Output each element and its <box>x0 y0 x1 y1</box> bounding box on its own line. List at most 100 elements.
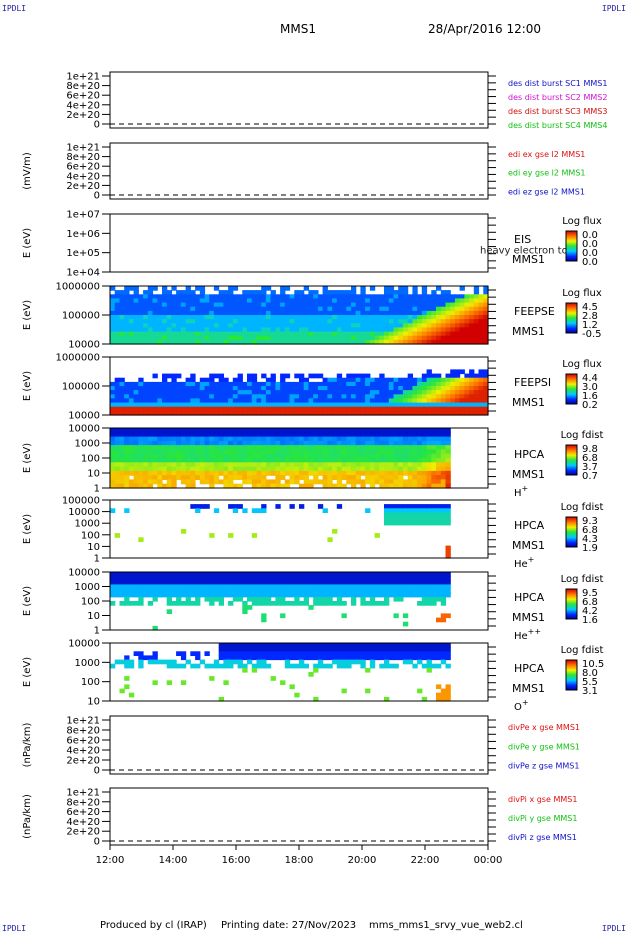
spectrogram-cell <box>265 410 272 416</box>
spectrogram-cell <box>275 479 281 485</box>
spectrogram-cell <box>232 339 239 345</box>
spectrogram-cell <box>374 327 380 333</box>
spectrogram-cell <box>124 386 130 391</box>
spectrogram-cell <box>270 580 276 585</box>
spectrogram-cell <box>336 294 343 299</box>
spectrogram-cell <box>284 643 291 648</box>
colorbar-title: Log fdist <box>561 645 604 656</box>
spectrogram-cell <box>398 453 404 459</box>
spectrogram-cell <box>275 576 281 581</box>
spectrogram-cell <box>237 319 243 324</box>
spectrogram-cell <box>346 475 352 480</box>
spectrogram-cell <box>204 588 210 594</box>
spectrogram-cell <box>303 428 309 433</box>
spectrogram-cell <box>402 290 409 295</box>
legend-entry: edi ez gse l2 MMS1 <box>508 187 585 196</box>
spectrogram-cell <box>124 428 130 433</box>
spectrogram-cell <box>436 339 442 345</box>
spectrogram-cell <box>426 580 432 585</box>
spectrogram-cell <box>213 466 220 472</box>
spectrogram-cell <box>232 381 239 387</box>
spectrogram-cell <box>209 458 215 463</box>
spectrogram-cell <box>110 410 116 416</box>
spectrogram-cell <box>147 572 154 577</box>
spectrogram-cell <box>228 302 234 308</box>
spectrogram-cell <box>237 331 243 337</box>
spectrogram-cell <box>346 323 352 328</box>
spectrogram-cell <box>464 394 470 399</box>
spectrogram-cell <box>180 462 187 468</box>
spectrogram-cell <box>157 584 163 590</box>
spectrogram-cell <box>162 394 168 399</box>
spectrogram-cell <box>289 580 295 585</box>
spectrogram-cell <box>294 319 300 324</box>
spectrogram-cell <box>436 331 442 337</box>
spectrogram-cell <box>133 306 139 312</box>
colorbar-scale <box>565 516 578 548</box>
spectrogram-cell <box>299 327 305 333</box>
spectrogram-cell <box>421 470 428 476</box>
spectrogram-cell <box>280 327 286 333</box>
spectrogram-cell <box>351 373 357 379</box>
spectrogram-cell <box>204 462 210 468</box>
spectrogram-cell <box>294 302 300 308</box>
spectrogram-cell <box>417 381 423 387</box>
colorbar-tick-label: 1.6 <box>582 615 598 626</box>
spectrogram-cell <box>190 428 196 433</box>
spectrogram-cell <box>327 588 333 594</box>
spectrogram-cell <box>251 479 258 485</box>
spectrogram-cell <box>398 445 404 450</box>
spectrogram-cell <box>436 596 442 602</box>
spectrogram-cell <box>402 572 409 577</box>
spectrogram-cell <box>402 377 409 383</box>
spectrogram-cell <box>275 647 281 652</box>
spectrogram-cell <box>289 655 295 661</box>
spectrogram-cell <box>379 394 385 399</box>
spectrogram-cell <box>365 294 371 299</box>
spectrogram-cell <box>483 398 489 404</box>
spectrogram-cell <box>402 386 409 391</box>
spectrogram-cell <box>265 643 272 648</box>
spectrogram-cell <box>237 458 243 463</box>
spectrogram-cell <box>303 445 309 450</box>
spectrogram-cell <box>247 406 253 412</box>
spectrogram-cell <box>256 601 262 606</box>
spectrogram-cell <box>128 576 135 581</box>
spectrogram-cell <box>421 475 428 480</box>
spectrogram-cell <box>417 331 423 337</box>
spectrogram-cell <box>369 466 376 472</box>
spectrogram-cell <box>152 680 158 685</box>
spectrogram-cell <box>261 572 267 577</box>
spectrogram-cell <box>223 331 229 337</box>
spectrogram-cell <box>251 294 258 299</box>
spectrogram-cell <box>412 377 418 383</box>
spectrogram-cell <box>327 663 333 669</box>
spectrogram-cell <box>445 688 451 694</box>
spectrogram-cell <box>228 533 234 538</box>
spectrogram-cell <box>445 339 451 345</box>
spectrogram-cell <box>478 298 484 304</box>
spectrogram-cell <box>199 440 206 446</box>
spectrogram-cell <box>237 436 243 442</box>
spectrogram-cell <box>209 676 215 681</box>
spectrogram-cell <box>284 315 291 320</box>
spectrogram-cell <box>190 445 196 450</box>
spectrogram-cell <box>280 323 286 328</box>
spectrogram-cell <box>478 339 484 345</box>
spectrogram-cell <box>459 323 465 328</box>
spectrogram-cell <box>360 440 366 446</box>
spectrogram-cell <box>261 466 267 472</box>
spectrogram-cell <box>341 688 347 694</box>
spectrogram-cell <box>195 453 201 459</box>
spectrogram-cell <box>469 315 475 320</box>
spectrogram-cell <box>143 381 149 387</box>
spectrogram-cell <box>369 432 376 438</box>
spectrogram-cell <box>374 453 380 459</box>
footer-script-name: mms_mms1_srvy_vue_web2.cl <box>369 920 523 931</box>
spectrogram-cell <box>157 294 163 299</box>
spectrogram-cell <box>171 410 177 416</box>
spectrogram-cell <box>327 319 333 324</box>
spectrogram-cell <box>336 643 343 648</box>
spectrogram-cell <box>265 651 272 656</box>
spectrogram-cell <box>195 576 201 581</box>
